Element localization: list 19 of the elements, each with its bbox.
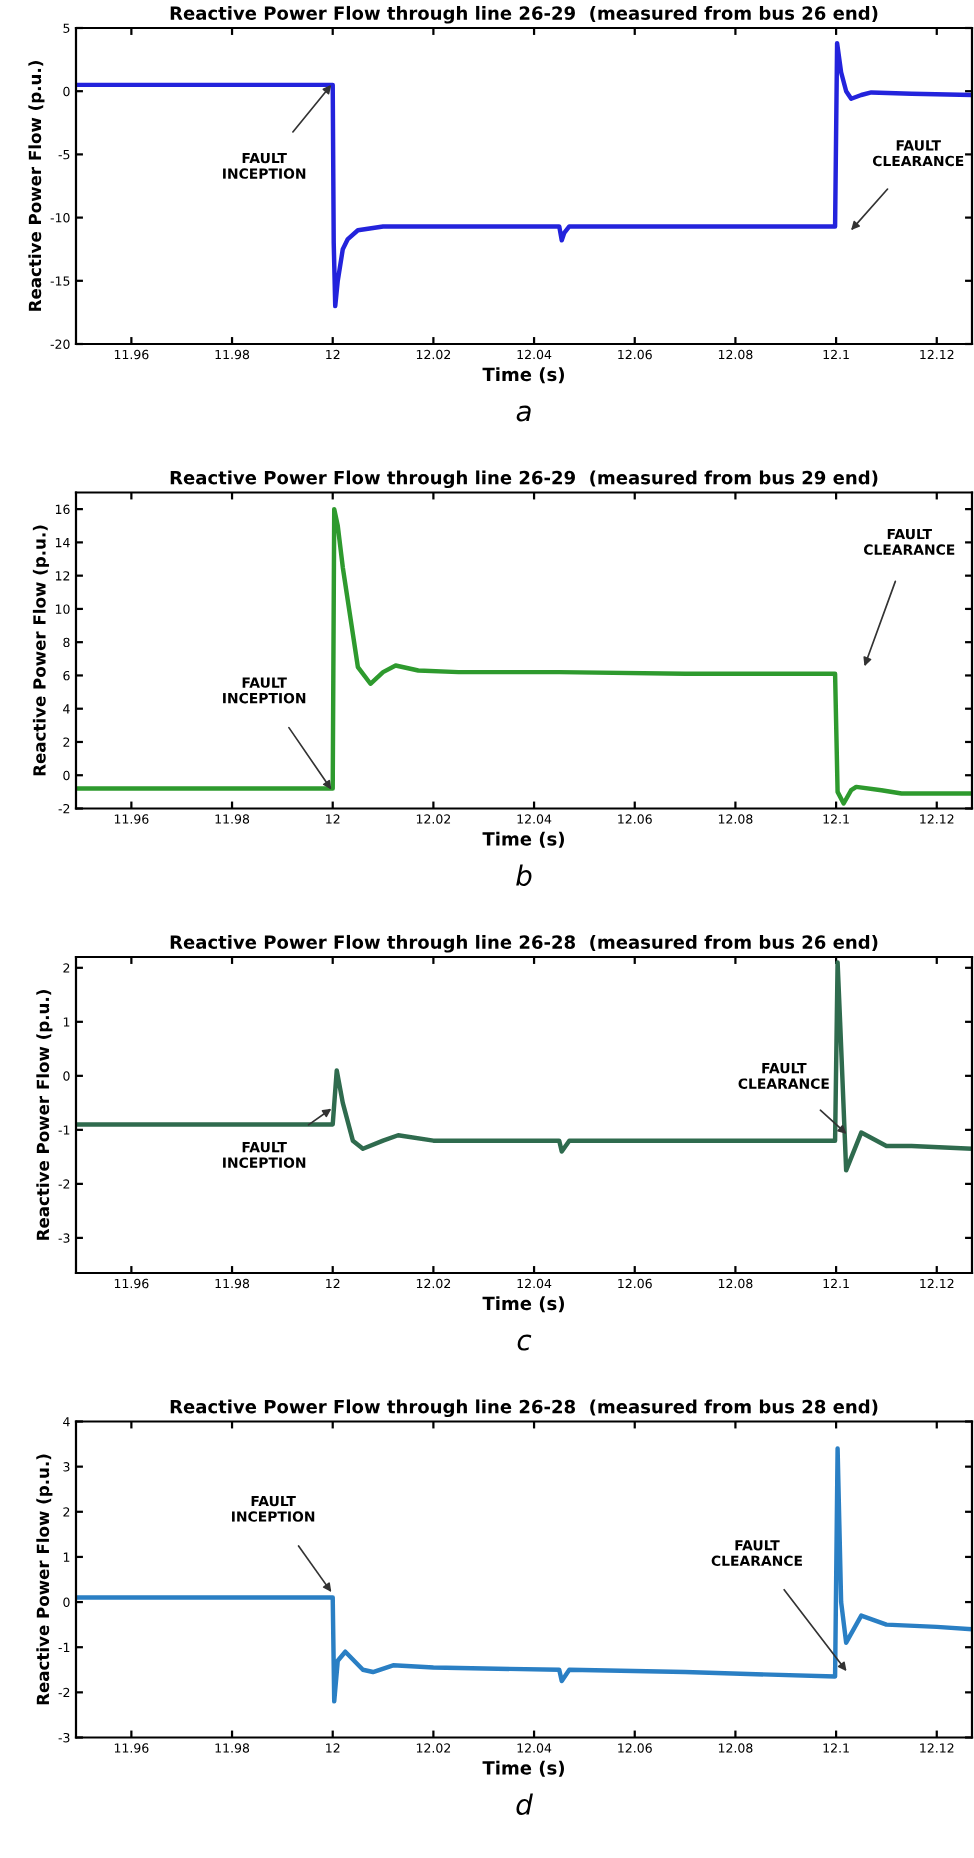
- y-axis-title: Reactive Power Flow (p.u.): [32, 525, 49, 776]
- chart-title: Reactive Power Flow through line 26-29 (measured from bus 29 end): [170, 470, 878, 489]
- text: b: [516, 864, 532, 886]
- line-series: [76, 960, 972, 1173]
- text: d: [516, 1793, 533, 1815]
- chart-title: Reactive Power Flow through line 26-28 (measured from bus 28 end): [170, 1399, 878, 1418]
- y-axis-title: Reactive Power Flow (p.u.): [36, 1454, 53, 1705]
- text: c: [517, 1334, 532, 1351]
- text: a: [516, 405, 531, 422]
- chart-title: Reactive Power Flow through line 26-28 (measured from bus 26 end): [170, 934, 878, 953]
- y-axis-title: Reactive Power Flow (p.u.): [36, 990, 53, 1240]
- x-axis-title: Time (s): [482, 1760, 564, 1777]
- x-axis-title: Time (s): [482, 1296, 564, 1313]
- y-axis-title: Reactive Power Flow (p.u.): [28, 61, 45, 311]
- chart-title: Reactive Power Flow through line 26-29 (measured from bus 26 end): [170, 5, 878, 24]
- line-series: [76, 1446, 972, 1704]
- line-series: [76, 40, 972, 309]
- x-axis-title: Time (s): [482, 367, 564, 384]
- x-axis-title: Time (s): [482, 831, 564, 848]
